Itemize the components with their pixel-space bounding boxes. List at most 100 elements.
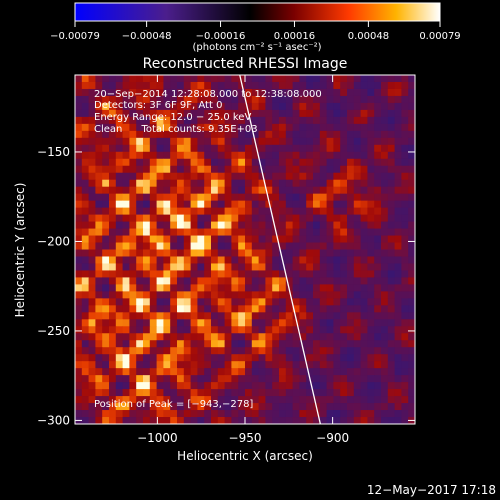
heatmap-cell	[238, 270, 246, 278]
heatmap-cell	[333, 75, 341, 83]
heatmap-cell	[285, 382, 293, 390]
heatmap-cell	[224, 193, 232, 202]
heatmap-cell	[292, 95, 300, 104]
heatmap-cell	[109, 221, 117, 229]
heatmap-cell	[163, 382, 171, 390]
heatmap-cell	[224, 410, 232, 418]
heatmap-cell	[129, 193, 137, 202]
heatmap-cell	[265, 319, 273, 327]
heatmap-cell	[408, 347, 415, 355]
heatmap-cell	[129, 172, 137, 181]
heatmap-cell	[279, 396, 287, 404]
heatmap-cell	[265, 242, 273, 250]
heatmap-cell	[122, 277, 130, 285]
heatmap-cell	[143, 298, 151, 306]
heatmap-cell	[285, 81, 293, 90]
heatmap-cell	[374, 179, 382, 188]
heatmap-cell	[88, 333, 96, 341]
heatmap-cell	[353, 291, 361, 299]
heatmap-cell	[81, 88, 89, 97]
heatmap-cell	[251, 165, 259, 174]
heatmap-cell	[211, 249, 219, 257]
heatmap-cell	[306, 326, 314, 334]
heatmap-cell	[217, 375, 225, 383]
heatmap-cell	[367, 417, 375, 424]
heatmap-cell	[170, 340, 178, 348]
heatmap-cell	[374, 256, 382, 264]
heatmap-cell	[197, 95, 205, 104]
heatmap-cell	[333, 347, 341, 355]
heatmap-cell	[136, 214, 144, 222]
heatmap-cell	[265, 368, 273, 376]
heatmap-cell	[374, 130, 382, 139]
heatmap-cell	[183, 410, 191, 418]
heatmap-cell	[88, 410, 96, 418]
heatmap-cell	[360, 75, 368, 83]
heatmap-cell	[224, 186, 232, 195]
colorbar-bar	[74, 2, 441, 22]
heatmap-cell	[122, 116, 130, 125]
heatmap-cell	[319, 403, 327, 411]
heatmap-cell	[408, 256, 415, 264]
heatmap-cell	[109, 109, 117, 118]
heatmap-cell	[285, 389, 293, 397]
heatmap-cell	[408, 172, 415, 181]
heatmap-cell	[143, 361, 151, 369]
heatmap-cell	[353, 207, 361, 215]
heatmap-cell	[340, 123, 348, 132]
heatmap-cell	[231, 186, 239, 195]
heatmap-cell	[381, 263, 389, 271]
heatmap-cell	[136, 410, 144, 418]
heatmap-cell	[292, 228, 300, 236]
heatmap-cell	[109, 88, 117, 97]
heatmap-cell	[333, 417, 341, 424]
heatmap-cell	[163, 158, 171, 167]
heatmap-cell	[190, 158, 198, 167]
heatmap-cell	[279, 172, 287, 181]
heatmap-cell	[347, 298, 355, 306]
heatmap-cell	[347, 179, 355, 188]
heatmap-cell	[251, 172, 259, 181]
heatmap-cell	[299, 123, 307, 132]
heatmap-cell	[313, 312, 321, 320]
heatmap-cell	[170, 102, 178, 111]
heatmap-cell	[136, 242, 144, 250]
heatmap-cell	[163, 242, 171, 250]
heatmap-cell	[211, 277, 219, 285]
heatmap-cell	[204, 312, 212, 320]
heatmap-cell	[387, 228, 395, 236]
heatmap-cell	[149, 130, 157, 139]
heatmap-cell	[217, 95, 225, 104]
heatmap-cell	[238, 256, 246, 264]
heatmap-cell	[163, 151, 171, 160]
heatmap-cell	[204, 284, 212, 292]
heatmap-cell	[408, 81, 415, 90]
heatmap-cell	[381, 137, 389, 146]
heatmap-cell	[170, 347, 178, 355]
heatmap-cell	[381, 249, 389, 257]
heatmap-cell	[95, 109, 103, 118]
heatmap-cell	[95, 312, 103, 320]
heatmap-cell	[381, 95, 389, 104]
heatmap-cell	[279, 312, 287, 320]
heatmap-cell	[231, 214, 239, 222]
heatmap-cell	[299, 221, 307, 229]
heatmap-cell	[299, 207, 307, 215]
heatmap-cell	[394, 207, 402, 215]
heatmap-cell	[374, 75, 382, 83]
heatmap-cell	[129, 410, 137, 418]
heatmap-cell	[190, 249, 198, 257]
heatmap-cell	[211, 319, 219, 327]
heatmap-cell	[88, 375, 96, 383]
heatmap-cell	[102, 410, 110, 418]
heatmap-cell	[394, 214, 402, 222]
heatmap-cell	[374, 151, 382, 160]
heatmap-cell	[245, 256, 253, 264]
heatmap-cell	[401, 389, 409, 397]
heatmap-cell	[238, 158, 246, 167]
heatmap-cell	[197, 410, 205, 418]
heatmap-cell	[353, 95, 361, 104]
heatmap-cell	[251, 361, 259, 369]
heatmap-cell	[143, 249, 151, 257]
heatmap-cell	[292, 193, 300, 202]
